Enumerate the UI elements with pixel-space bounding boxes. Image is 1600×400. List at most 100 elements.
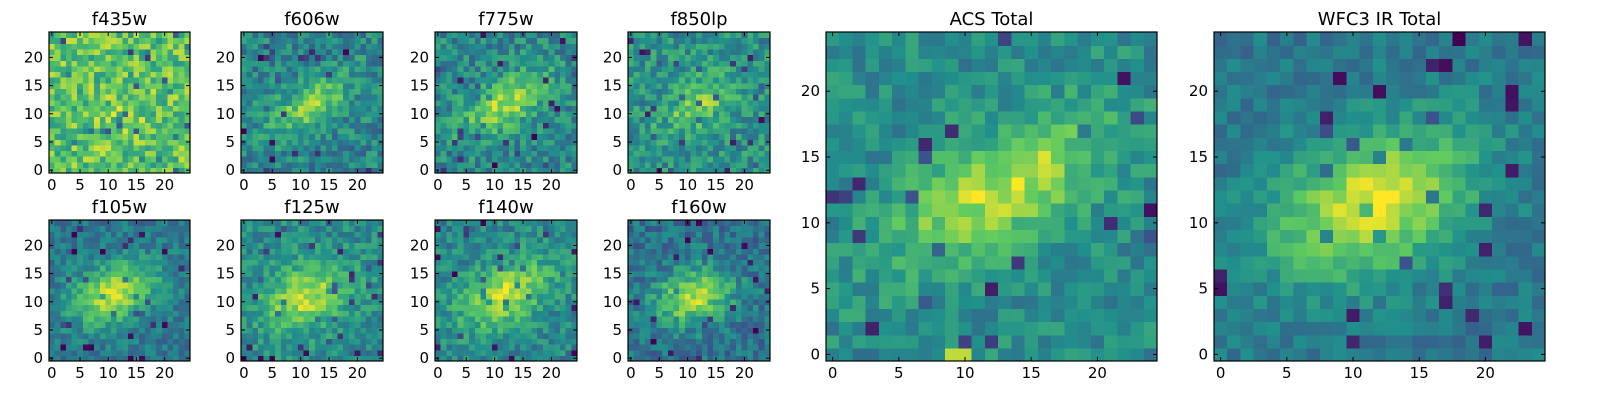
heatmap-cell <box>508 231 516 238</box>
heatmap-cell <box>127 54 135 61</box>
heatmap-cell <box>645 60 652 67</box>
heatmap-cell <box>150 338 157 345</box>
heatmap-cell <box>565 32 572 39</box>
heatmap-cell <box>286 105 293 112</box>
heatmap-cell <box>144 150 152 157</box>
heatmap-cell <box>178 54 185 61</box>
heatmap-cell <box>525 65 533 73</box>
heatmap-cell <box>360 94 367 101</box>
heatmap-cell <box>348 225 356 232</box>
heatmap-cell <box>707 77 714 84</box>
heatmap-cell <box>54 344 61 351</box>
heatmap-cell <box>639 298 646 306</box>
heatmap-cell <box>94 71 101 78</box>
heatmap-cell <box>156 116 163 123</box>
heatmap-cell <box>565 37 572 44</box>
heatmap-cell <box>713 321 720 328</box>
heatmap-cell <box>280 150 288 157</box>
heatmap-cell <box>348 315 356 323</box>
heatmap-cell <box>667 127 675 135</box>
heatmap-cell <box>565 321 572 328</box>
heatmap-cell <box>178 94 185 101</box>
heatmap-cell <box>258 110 265 118</box>
heatmap-cell <box>377 150 384 157</box>
heatmap-cell <box>156 355 163 362</box>
heatmap-cell <box>246 167 253 174</box>
heatmap-cell <box>354 99 361 106</box>
heatmap-cell <box>628 94 635 101</box>
heatmap-cell <box>469 122 476 129</box>
heatmap-cell <box>514 116 521 123</box>
heatmap-cell <box>184 344 191 351</box>
heatmap-cell <box>457 270 464 277</box>
heatmap-cell <box>724 315 731 323</box>
heatmap-cell <box>480 116 487 123</box>
heatmap-cell <box>337 43 344 50</box>
heatmap-cell <box>679 116 686 123</box>
heatmap-cell <box>286 110 293 118</box>
heatmap-cell <box>184 71 191 78</box>
heatmap-cell <box>116 315 123 323</box>
heatmap-cell <box>150 94 157 101</box>
heatmap-cell <box>571 150 578 157</box>
heatmap-cell <box>337 355 344 362</box>
heatmap-cell <box>679 110 686 118</box>
heatmap-cell <box>662 43 669 50</box>
heatmap-cell <box>531 77 538 84</box>
heatmap-cell <box>752 349 760 356</box>
heatmap-cell <box>161 156 169 163</box>
heatmap-cell <box>525 110 533 118</box>
heatmap-cell <box>497 225 504 232</box>
heatmap-cell <box>548 139 555 146</box>
heatmap-cell <box>150 32 157 39</box>
heatmap-cell <box>252 77 259 84</box>
heatmap-cell <box>82 99 90 106</box>
heatmap-cell <box>320 94 327 101</box>
heatmap-cell <box>531 338 538 345</box>
heatmap-cell <box>480 82 487 89</box>
heatmap-cell <box>309 270 316 277</box>
heatmap-cell <box>377 321 384 328</box>
heatmap-cell <box>320 116 327 123</box>
heatmap-cell <box>503 327 510 334</box>
heatmap-cell <box>565 236 572 244</box>
heatmap-cell <box>360 82 367 89</box>
heatmap-cell <box>730 122 737 129</box>
heatmap-cell <box>559 310 567 317</box>
heatmap-cell <box>184 150 191 157</box>
heatmap-cell <box>297 54 305 61</box>
heatmap-cell <box>542 37 550 44</box>
heatmap-cell <box>178 270 185 277</box>
heatmap-cell <box>65 253 73 261</box>
heatmap-cell <box>377 122 384 129</box>
heatmap-cell <box>314 304 322 311</box>
heatmap-cell <box>82 259 90 266</box>
heatmap-cell <box>525 298 533 306</box>
heatmap-cell <box>371 315 378 323</box>
heatmap-cell <box>713 48 720 56</box>
heatmap-cell <box>764 65 771 73</box>
heatmap-cell <box>116 321 123 328</box>
heatmap-cell <box>275 144 282 152</box>
heatmap-cell <box>371 253 378 261</box>
heatmap-cell <box>88 127 95 135</box>
heatmap-cell <box>639 139 646 146</box>
heatmap-cell <box>331 88 339 95</box>
heatmap-cell <box>480 282 487 289</box>
heatmap-cell <box>718 293 726 300</box>
heatmap-cell <box>82 338 90 345</box>
heatmap-cell <box>71 144 78 152</box>
heatmap-cell <box>452 253 459 261</box>
heatmap-cell <box>491 293 499 300</box>
heatmap-cell <box>184 349 191 356</box>
heatmap-cell <box>741 321 748 328</box>
heatmap-cell <box>156 139 163 146</box>
heatmap-cell <box>741 110 748 118</box>
heatmap-cell <box>724 43 731 50</box>
heatmap-cell <box>156 60 163 67</box>
heatmap-cell <box>144 99 152 106</box>
heatmap-cell <box>94 139 101 146</box>
heatmap-cell <box>116 270 123 277</box>
heatmap-cell <box>161 71 169 78</box>
heatmap-cell <box>309 293 316 300</box>
